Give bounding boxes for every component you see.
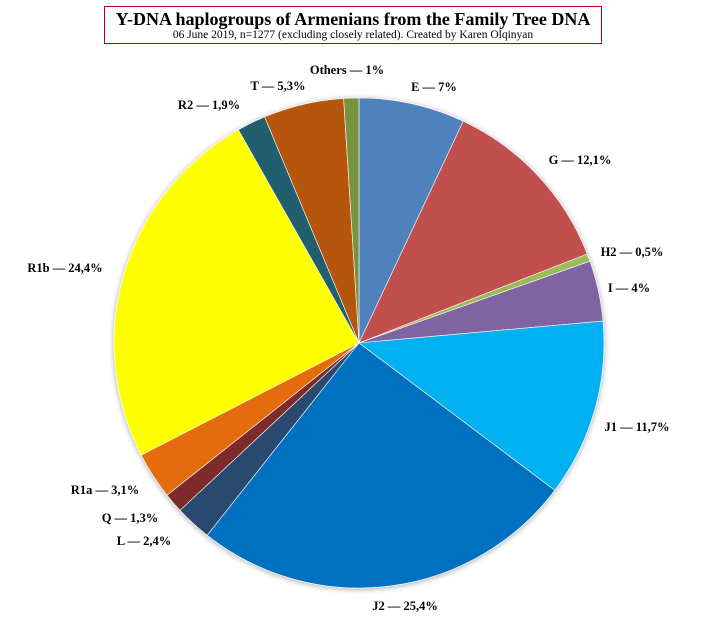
slice-label-l: L — 2,4% xyxy=(117,534,172,548)
slice-label-q: Q — 1,3% xyxy=(102,511,159,525)
pie-slice-g xyxy=(358,120,588,344)
slice-label-e: E — 7% xyxy=(411,80,457,94)
slice-label-i: I — 4% xyxy=(608,281,650,295)
slice-label-h2: H2 — 0,5% xyxy=(601,245,664,259)
pie-slice-j2 xyxy=(206,342,556,589)
pie-slice-others xyxy=(343,97,360,344)
pie-slice-e xyxy=(358,97,464,344)
slice-label-j1: J1 — 11,7% xyxy=(605,420,670,434)
slice-label-g: G — 12,1% xyxy=(549,153,612,167)
slice-label-r1b: R1b — 24,4% xyxy=(27,261,102,275)
pie-slice-j1 xyxy=(358,320,605,491)
chart-title-box: Y-DNA haplogroups of Armenians from the … xyxy=(104,6,602,44)
slice-label-r2: R2 — 1,9% xyxy=(178,98,240,112)
slice-label-j2: J2 — 25,4% xyxy=(372,599,438,613)
slice-label-r1a: R1a — 3,1% xyxy=(71,483,139,497)
pie-slice-r1b xyxy=(113,129,360,456)
chart-subtitle: 06 June 2019, n=1277 (excluding closely … xyxy=(172,29,534,41)
slice-label-t: T — 5,3% xyxy=(251,79,306,93)
slice-label-others: Others — 1% xyxy=(310,63,384,77)
chart-title: Y-DNA haplogroups of Armenians from the … xyxy=(115,9,591,29)
